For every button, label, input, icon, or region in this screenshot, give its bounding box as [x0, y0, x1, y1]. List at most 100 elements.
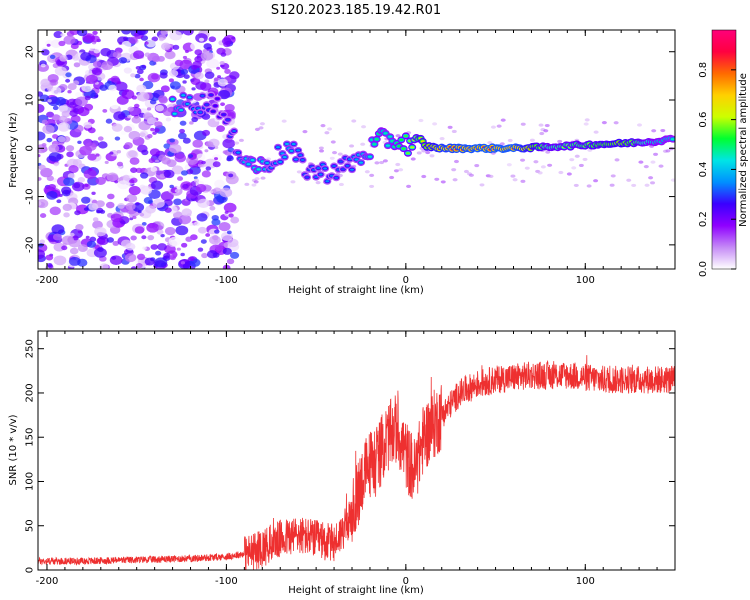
noise-blob [147, 234, 155, 241]
noise-blob [180, 68, 189, 75]
noise-blob [369, 184, 375, 189]
noise-blob [177, 176, 184, 181]
y-tick-label: -20 [25, 237, 36, 253]
noise-blob [222, 197, 227, 201]
ridge-core [367, 155, 372, 158]
noise-blob [128, 150, 138, 158]
noise-blob [65, 72, 72, 78]
noise-blob [557, 139, 563, 144]
heatmap-y-axis-title: Frequency (Hz) [8, 112, 19, 188]
noise-blob [418, 118, 424, 123]
noise-blob [178, 214, 192, 225]
noise-blob [140, 172, 149, 179]
noise-blob [183, 30, 194, 36]
noise-blob [45, 254, 54, 261]
noise-blob [214, 244, 224, 251]
noise-blob [395, 162, 401, 167]
noise-blob [147, 72, 161, 83]
noise-blob [134, 226, 145, 234]
noise-blob [208, 36, 217, 43]
noise-blob [451, 129, 457, 134]
heatmap-marks [38, 30, 675, 269]
noise-blob [139, 212, 145, 217]
noise-blob [382, 159, 388, 163]
noise-blob [46, 137, 53, 143]
noise-blob [181, 208, 193, 217]
noise-blob [47, 74, 59, 83]
noise-blob [98, 141, 108, 149]
ridge-core [170, 98, 175, 101]
ridge-core [225, 118, 230, 121]
noise-blob [135, 30, 149, 36]
noise-blob [209, 206, 216, 211]
noise-blob [429, 154, 435, 158]
noise-blob [190, 65, 198, 70]
noise-blob [177, 132, 187, 140]
heatmap-plot-area [38, 30, 675, 269]
noise-blob [406, 184, 412, 188]
noise-blob [112, 240, 120, 246]
noise-blob [75, 92, 82, 98]
noise-blob [54, 66, 67, 76]
ridge-core [383, 132, 388, 135]
noise-blob [601, 121, 607, 125]
noise-blob [190, 41, 202, 51]
ridge-core [354, 158, 359, 161]
noise-blob [62, 203, 72, 212]
ridge-core [332, 164, 337, 168]
noise-blob [60, 33, 65, 37]
noise-blob [159, 72, 168, 79]
ridge-core [388, 135, 393, 138]
noise-blob [135, 262, 143, 269]
noise-blob [281, 119, 287, 123]
noise-blob [650, 160, 656, 164]
noise-blob [507, 138, 513, 143]
noise-blob [197, 226, 207, 234]
noise-blob [47, 262, 53, 268]
noise-blob [68, 256, 81, 266]
noise-blob [49, 206, 61, 216]
noise-blob [650, 181, 656, 185]
noise-blob [226, 230, 232, 235]
noise-blob [179, 120, 187, 126]
x-tick-label: -100 [215, 576, 238, 587]
noise-blob [613, 121, 619, 125]
ridge-core [265, 161, 270, 165]
y-tick-label: -10 [25, 188, 36, 204]
noise-blob [87, 153, 97, 161]
noise-blob [66, 151, 74, 158]
noise-blob [315, 181, 321, 185]
ridge-core [405, 152, 410, 155]
ridge-core [410, 146, 415, 149]
ridge-core [374, 138, 379, 141]
noise-blob [75, 224, 84, 231]
noise-blob [260, 176, 266, 180]
snr-plot-area [38, 331, 675, 570]
noise-blob [191, 87, 196, 91]
noise-blob [113, 111, 126, 121]
noise-blob [74, 210, 81, 216]
noise-blob [374, 161, 380, 165]
noise-blob [212, 161, 221, 168]
noise-blob [566, 172, 572, 176]
noise-blob [188, 154, 194, 158]
noise-blob [537, 171, 543, 175]
noise-blob [77, 230, 83, 234]
noise-blob [169, 184, 175, 189]
noise-blob [319, 149, 325, 153]
noise-blob [109, 151, 114, 155]
noise-blob [146, 222, 160, 233]
noise-blob [48, 152, 62, 162]
noise-blob [106, 172, 119, 182]
noise-blob [39, 239, 45, 244]
colorbar-tick-label: 0.8 [698, 62, 709, 78]
noise-blob [157, 243, 167, 251]
noise-blob [216, 66, 221, 70]
colorbar-tick-label: 0.4 [698, 161, 709, 177]
noise-blob [94, 226, 107, 237]
noise-blob [520, 122, 526, 126]
noise-blob [122, 174, 130, 181]
noise-blob [40, 63, 46, 68]
noise-blob [106, 237, 114, 243]
